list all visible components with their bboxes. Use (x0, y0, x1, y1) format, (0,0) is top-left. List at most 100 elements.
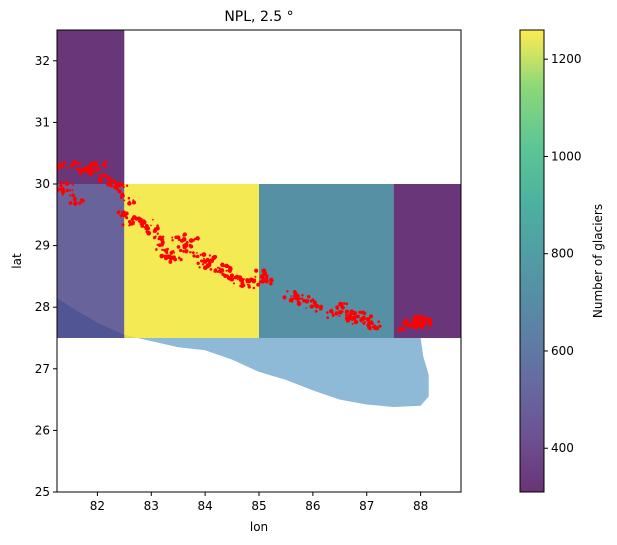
glacier-point (421, 321, 427, 326)
glacier-point (184, 244, 186, 246)
glacier-point (138, 220, 143, 224)
glacier-cluster-3 (59, 181, 75, 193)
glacier-point (110, 179, 114, 183)
x-tick-label: 85 (251, 499, 266, 513)
glacier-point (229, 273, 235, 278)
glacier-point (243, 278, 246, 280)
country-outline-layer (57, 298, 429, 407)
y-tick-label: 32 (35, 54, 50, 68)
glacier-point (377, 320, 380, 323)
x-tick-label: 83 (144, 499, 159, 513)
y-axis-ticks: 25 26 27 28 29 30 31 32 (35, 54, 57, 499)
glacier-point (100, 175, 104, 178)
glacier-point (352, 310, 358, 316)
colorbar-gradient (520, 30, 544, 492)
x-tick-label: 82 (90, 499, 105, 513)
glacier-point (290, 299, 294, 303)
glacier-point (184, 249, 189, 254)
glacier-point (346, 319, 349, 323)
glacier-point (426, 320, 430, 324)
glacier-point (375, 326, 380, 331)
glacier-point (125, 184, 129, 187)
glacier-point (225, 269, 228, 272)
glacier-point (410, 325, 414, 329)
glacier-point (338, 310, 343, 315)
glacier-point (359, 311, 362, 314)
glacier-point (132, 199, 135, 202)
glacier-point (63, 161, 67, 165)
colorbar-tick-label: 1200 (551, 52, 582, 66)
glacier-point (71, 183, 74, 185)
glacier-point (403, 327, 406, 330)
glacier-point (161, 235, 165, 239)
glacier-point (286, 290, 289, 293)
y-tick-label: 29 (35, 239, 50, 253)
glacier-point (125, 216, 129, 220)
glacier-point (51, 194, 54, 197)
glacier-point (247, 279, 250, 282)
glacier-point (122, 194, 125, 198)
y-axis-label: lat (10, 253, 24, 269)
glacier-point (206, 258, 209, 261)
glacier-point (166, 254, 171, 260)
glacier-point (168, 260, 173, 264)
glacier-point (161, 239, 163, 242)
glacier-cluster-45 (355, 314, 374, 325)
glacier-point (97, 167, 101, 171)
glacier-point (117, 189, 122, 194)
glacier-point (183, 234, 186, 237)
glacier-point (306, 294, 311, 299)
glacier-point (92, 160, 96, 165)
plot-area: 82 83 84 85 86 87 88 25 26 27 28 29 30 31 32 (35, 29, 462, 513)
glacier-point (68, 189, 72, 192)
glacier-point (106, 176, 111, 181)
glacier-point (336, 307, 339, 311)
glacier-cluster-17 (153, 235, 165, 245)
glacier-point (228, 269, 232, 273)
glacier-point (326, 311, 329, 314)
glacier-point (366, 323, 371, 328)
glacier-point (182, 249, 186, 253)
glacier-point (348, 316, 352, 321)
glacier-point (113, 187, 116, 190)
glacier-point (265, 276, 269, 281)
glacier-point (309, 304, 314, 309)
glacier-point (365, 318, 367, 320)
glacier-point (163, 248, 169, 253)
glacier-point (65, 188, 69, 193)
glacier-point (317, 304, 319, 307)
glacier-point (334, 311, 339, 316)
glacier-point (417, 322, 421, 326)
glacier-point (95, 166, 98, 169)
glacier-point (189, 244, 194, 249)
glacier-point (127, 202, 129, 204)
glacier-cluster-20 (166, 254, 183, 264)
glacier-point (93, 169, 98, 173)
glacier-point (365, 317, 371, 322)
glacier-point (193, 237, 197, 241)
glacier-point (153, 227, 157, 231)
glacier-point (179, 257, 183, 262)
glacier-point (73, 201, 78, 206)
glacier-point (75, 167, 79, 171)
glacier-point (97, 176, 101, 180)
glacier-cluster-11 (119, 192, 136, 206)
glacier-point (304, 299, 310, 304)
glacier-cluster-23 (183, 236, 200, 249)
glacier-point (145, 226, 151, 231)
glacier-point (195, 255, 198, 259)
glacier-point (72, 161, 77, 166)
glacier-point (283, 295, 286, 298)
glacier-point (156, 232, 159, 235)
country-outline (57, 298, 429, 407)
glacier-point (402, 323, 405, 326)
glacier-point (117, 183, 121, 187)
glacier-point (78, 201, 82, 205)
glacier-point (345, 302, 349, 306)
colorbar-tick-label: 400 (551, 441, 574, 455)
glacier-point (229, 277, 235, 282)
glacier-point (173, 251, 176, 254)
glacier-point (269, 281, 273, 286)
glacier-point (98, 179, 103, 184)
glacier-point (314, 309, 318, 313)
